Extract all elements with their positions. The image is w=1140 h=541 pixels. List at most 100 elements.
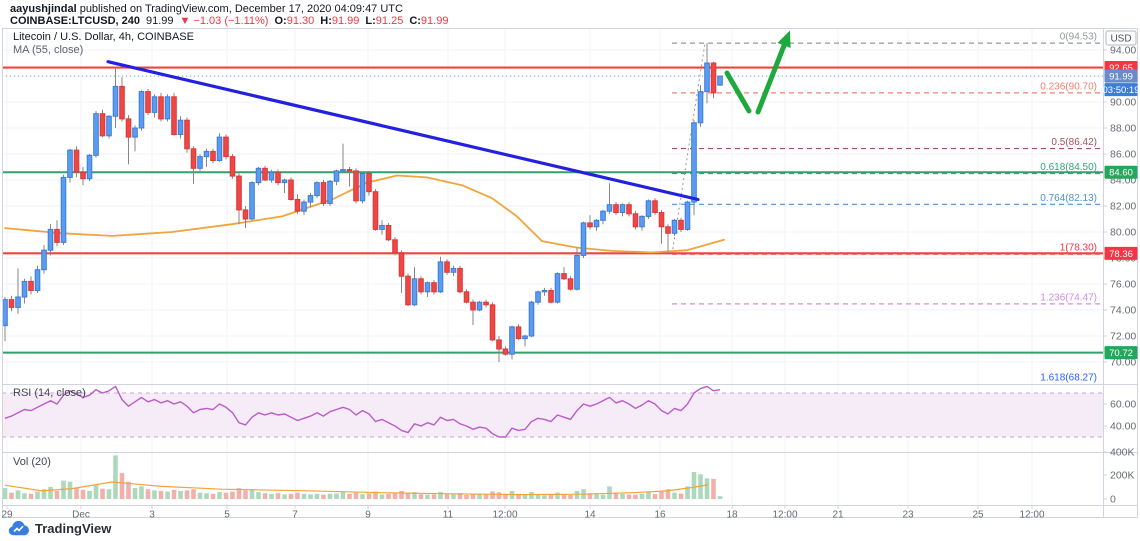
time-tick-label: 16 [654,510,666,519]
publish-text: published on TradingView.com, December 1… [76,3,403,15]
volume-bar [184,490,190,499]
candle-up [15,296,21,308]
tradingview-watermark[interactable]: TradingView [8,521,111,536]
horizontal-level-lines[interactable] [2,66,1103,354]
volume-bar [301,493,307,499]
volume-bar [412,492,417,499]
candle-up [151,96,158,113]
candle-up [314,182,320,197]
volume-bar [373,491,378,499]
volume-bar [106,489,112,499]
symbol-ohlc-row: COINBASE:LTCUSD, 240 91.99 ▼ −1.03 (−1.11%… [10,15,448,27]
candle-down [567,278,574,290]
volume-bar [711,478,716,499]
svg-text:91.99: 91.99 [1109,72,1133,83]
candle-up [60,176,67,243]
volume-bar [15,490,21,499]
low-value: 91.25 [375,15,404,27]
price-tick-label: 88.00 [1110,123,1136,135]
chart-svg[interactable]: 0(94.53) 0.236(90.70) 0.5(86.42) 0.618(84.5… [1,28,1139,521]
candle-down [28,280,34,291]
price-change: ▼ −1.03 (−1.11%) [179,15,269,27]
volume-bar [652,494,658,499]
candle-up [138,91,145,129]
volume-bar [256,492,261,499]
candle-down [54,228,60,243]
volume-bar [80,489,86,499]
price-axis[interactable]: 94.0092.0090.0088.0086.0084.0082.0080.00… [1103,30,1139,506]
candle-down [632,213,639,228]
trendline-drawing[interactable] [106,60,700,202]
candle-up [164,96,171,120]
volume-bar [626,494,632,499]
volume-bar [353,492,359,499]
close-value: 91.99 [420,15,449,27]
volume-bar [457,493,463,499]
pane-borders [2,28,1138,518]
time-tick-label: 12:00 [772,510,797,519]
time-axis[interactable]: 29 Dec 3 5 7 9 11 12:00 14 16 18 12:00 21 23 25 12:00 [1,505,1045,521]
candle-up [450,267,457,273]
candle-up [437,261,444,293]
breakout-arrow-drawing[interactable] [724,30,791,115]
volume-bar [132,488,138,499]
volume-bar [561,494,567,499]
candle-up [535,291,541,303]
open-label: O: [274,15,287,27]
volume-bar [418,494,424,499]
fib-level-label: 0.764(82.13) [1040,193,1097,204]
candle-down [125,118,132,138]
candle-down [405,275,411,306]
candle-down [242,209,249,220]
candle-down [372,191,379,230]
volume-bar [587,493,593,499]
price-tick-label: 72.00 [1110,331,1136,343]
volume-bar [503,494,508,499]
candle-down [73,149,80,173]
time-tick-label: 9 [365,510,371,519]
candle-down [548,290,554,303]
volume-tick-label: 0 [1110,494,1116,506]
chart-panel[interactable]: 0(94.53) 0.236(90.70) 0.5(86.42) 0.618(84.5… [1,28,1139,521]
candle-down [171,96,177,136]
volume-bar [399,490,404,499]
volume-bar [704,478,710,499]
candle-up [177,119,184,135]
volume-bar [685,486,690,499]
candle-up [541,290,548,293]
candle-up [197,156,203,169]
volume-bar [269,493,274,499]
candle-up [424,282,431,293]
candle-up [619,204,626,213]
candle-down [262,167,268,181]
time-tick-label: 23 [902,510,914,519]
candle-up [528,301,535,337]
volume-layer [2,455,723,499]
volume-bar [496,492,502,499]
candle-down [489,304,496,341]
currency-chip[interactable]: USD [1110,34,1131,45]
candle-up [21,280,28,298]
rsi-tick-label: 40.00 [1110,421,1136,433]
volume-bar [646,492,651,499]
svg-text:78.36: 78.36 [1109,249,1133,260]
fib-level-label: 1(78.30) [1060,243,1097,254]
candles-layer [2,43,723,362]
volume-bar [470,493,476,499]
candle-down [288,179,294,200]
volume-bar [607,486,612,499]
candle-up [281,179,288,184]
volume-tick-label: 400K [1110,447,1135,459]
volume-bar [48,486,53,499]
candle-up [203,150,210,158]
candle-down [320,182,327,204]
volume-bar [386,493,391,499]
volume-bar [262,493,268,499]
candle-down [346,169,353,172]
last-price-chip [1104,69,1138,83]
fib-retracement-drawing[interactable]: 0(94.53) 0.236(90.70) 0.5(86.42) 0.618(84.5… [671,32,1103,384]
fib-level-label: 0.618(84.50) [1040,162,1097,173]
time-tick-label: 5 [224,510,230,519]
candle-up [327,180,333,204]
volume-bar [197,492,203,499]
